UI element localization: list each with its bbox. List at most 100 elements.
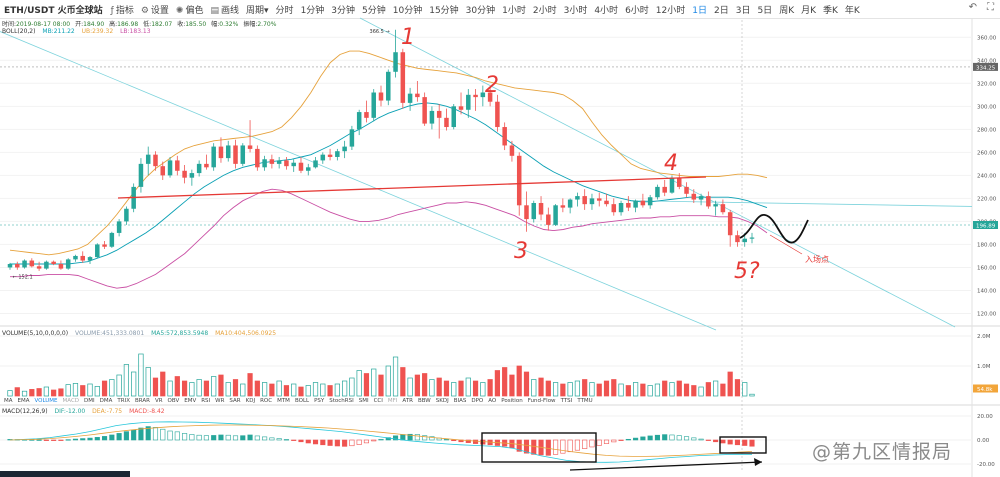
- macd-histogram-bar: [662, 434, 668, 441]
- toolbar-button-3[interactable]: ▤ 画线: [210, 6, 239, 16]
- undo-icon[interactable]: ↶: [968, 2, 977, 13]
- indicator-tab[interactable]: OBV: [167, 398, 180, 404]
- interval-tab[interactable]: 1小时: [502, 5, 526, 16]
- volume-bar: [414, 374, 420, 397]
- candle-body: [22, 260, 27, 268]
- indicator-tab[interactable]: DMA: [99, 398, 113, 404]
- interval-tab[interactable]: 5日: [757, 5, 773, 16]
- candle-body: [691, 193, 697, 200]
- macd-dif-value: DIF:-12.00: [54, 408, 86, 415]
- indicator-tab[interactable]: PSY: [314, 398, 325, 404]
- volume-bar: [36, 388, 42, 397]
- macd-histogram-bar: [596, 439, 602, 446]
- volume-bar: [196, 379, 202, 397]
- boll-name: BOLL(20,2): [2, 28, 36, 35]
- interval-tab[interactable]: 15分钟: [429, 5, 459, 16]
- volume-bar: [58, 388, 64, 397]
- interval-tab[interactable]: 6小时: [625, 5, 649, 16]
- interval-tab[interactable]: 10分钟: [392, 5, 423, 16]
- indicator-tab[interactable]: MTM: [277, 398, 290, 404]
- interval-tab[interactable]: 1日: [692, 5, 707, 16]
- toolbar-button-4[interactable]: 周期▾: [246, 6, 269, 16]
- indicator-tab[interactable]: VOLUME: [34, 398, 58, 404]
- indicator-tab[interactable]: EMA: [17, 398, 30, 404]
- toolbar-button-1[interactable]: ⚙ 设置: [141, 6, 169, 16]
- candle-body: [684, 186, 689, 194]
- volume-ma5-value: MA5:572,853.5948: [151, 330, 209, 337]
- indicator-tab[interactable]: WR: [215, 398, 225, 404]
- macd-histogram-bar: [51, 439, 57, 441]
- indicator-tab[interactable]: SAR: [229, 398, 241, 404]
- indicator-tab[interactable]: BBW: [417, 398, 431, 404]
- interval-tab[interactable]: 4小时: [594, 5, 619, 16]
- interval-tab[interactable]: 5分钟: [362, 5, 386, 16]
- fullscreen-icon[interactable]: ⛶: [987, 2, 994, 13]
- forecast-wave-sketch: [739, 214, 809, 244]
- indicator-tab[interactable]: MA: [4, 398, 13, 404]
- interval-tab[interactable]: 30分钟: [465, 5, 496, 16]
- indicator-tab[interactable]: DMI: [84, 398, 95, 404]
- price-tick-label: 180.00: [977, 242, 997, 248]
- macd-histogram-bar: [516, 439, 522, 452]
- indicator-tab[interactable]: Position: [501, 398, 523, 404]
- indicator-tab[interactable]: CCI: [373, 398, 383, 404]
- indicator-tab[interactable]: EMV: [184, 398, 197, 404]
- indicator-tab[interactable]: AO: [488, 398, 497, 404]
- candle-body: [575, 196, 580, 200]
- indicator-tab[interactable]: StochRSI: [329, 398, 354, 404]
- volume-bar: [232, 379, 239, 397]
- candle-body: [633, 200, 638, 208]
- indicator-tab[interactable]: TRIX: [117, 398, 130, 404]
- candle-body: [480, 92, 486, 98]
- interval-tab[interactable]: 2日: [713, 5, 729, 16]
- volume-name: VOLUME(5,10,0,0,0,0): [2, 330, 69, 337]
- indicator-tab[interactable]: SKDJ: [435, 398, 449, 404]
- indicator-tab[interactable]: ATR: [402, 398, 413, 404]
- ohlc-value: 0.32%: [219, 21, 239, 28]
- indicator-tab[interactable]: VR: [154, 398, 163, 404]
- volume-ma10-value: MA10:404,506.0925: [215, 330, 277, 337]
- interval-tab[interactable]: 年K: [844, 5, 860, 16]
- interval-tab[interactable]: 3日: [735, 5, 751, 16]
- volume-bar: [145, 367, 151, 397]
- toolbar-button-2[interactable]: ✺ 偏色: [176, 6, 204, 16]
- chart-icon: ▤: [210, 5, 219, 16]
- volume-bar: [254, 380, 260, 397]
- candle-body: [305, 167, 311, 171]
- indicator-tab[interactable]: Fund-Flow: [527, 398, 556, 404]
- interval-tab[interactable]: 周K: [779, 5, 795, 16]
- volume-bar: [560, 383, 566, 397]
- indicator-tab[interactable]: MFI: [387, 398, 398, 404]
- interval-tab[interactable]: 季K: [823, 5, 838, 16]
- candle-body: [262, 159, 267, 168]
- toolbar-button-0[interactable]: ƒ 指标: [111, 6, 134, 16]
- volume-bar: [625, 385, 631, 397]
- indicator-tab[interactable]: SMI: [358, 398, 369, 404]
- interval-tab[interactable]: 3小时: [563, 5, 588, 16]
- toolbar: ETH/USDT 火币全球站 ƒ 指标 ⚙ 设置 ✺ 偏色 ▤ 画线 周期▾ 分时 1分钟 3分钟 5…: [0, 0, 1000, 19]
- indicator-tab[interactable]: BRAR: [134, 398, 150, 404]
- indicator-tab[interactable]: KDJ: [245, 398, 256, 404]
- indicator-tab[interactable]: DPO: [471, 398, 484, 404]
- interval-tab[interactable]: 月K: [801, 5, 816, 16]
- indicator-tab[interactable]: BOLL: [294, 398, 310, 404]
- volume-bar: [247, 373, 253, 397]
- interval-tab[interactable]: 1分钟: [300, 5, 325, 16]
- interval-tab[interactable]: 12小时: [655, 5, 686, 16]
- indicator-tab[interactable]: RSI: [201, 398, 211, 404]
- macd-histogram-bar: [80, 438, 86, 441]
- indicator-tab[interactable]: TTMU: [577, 398, 593, 404]
- interval-tab[interactable]: 分时: [275, 5, 294, 16]
- indicator-tab[interactable]: ROC: [260, 398, 273, 404]
- macd-histogram-bar: [203, 435, 209, 441]
- macd-histogram-bar: [276, 438, 282, 441]
- indicator-tab[interactable]: BIAS: [453, 398, 467, 404]
- interval-tab[interactable]: 3分钟: [331, 5, 356, 16]
- interval-tab[interactable]: 2小时: [532, 5, 557, 16]
- indicator-tab[interactable]: MACD: [62, 398, 80, 404]
- volume-value: VOLUME:451,333.0801: [75, 330, 145, 337]
- symbol-title[interactable]: ETH/USDT 火币全球站: [4, 5, 103, 16]
- volume-bar: [378, 374, 384, 397]
- indicator-tab[interactable]: TTSI: [560, 398, 573, 404]
